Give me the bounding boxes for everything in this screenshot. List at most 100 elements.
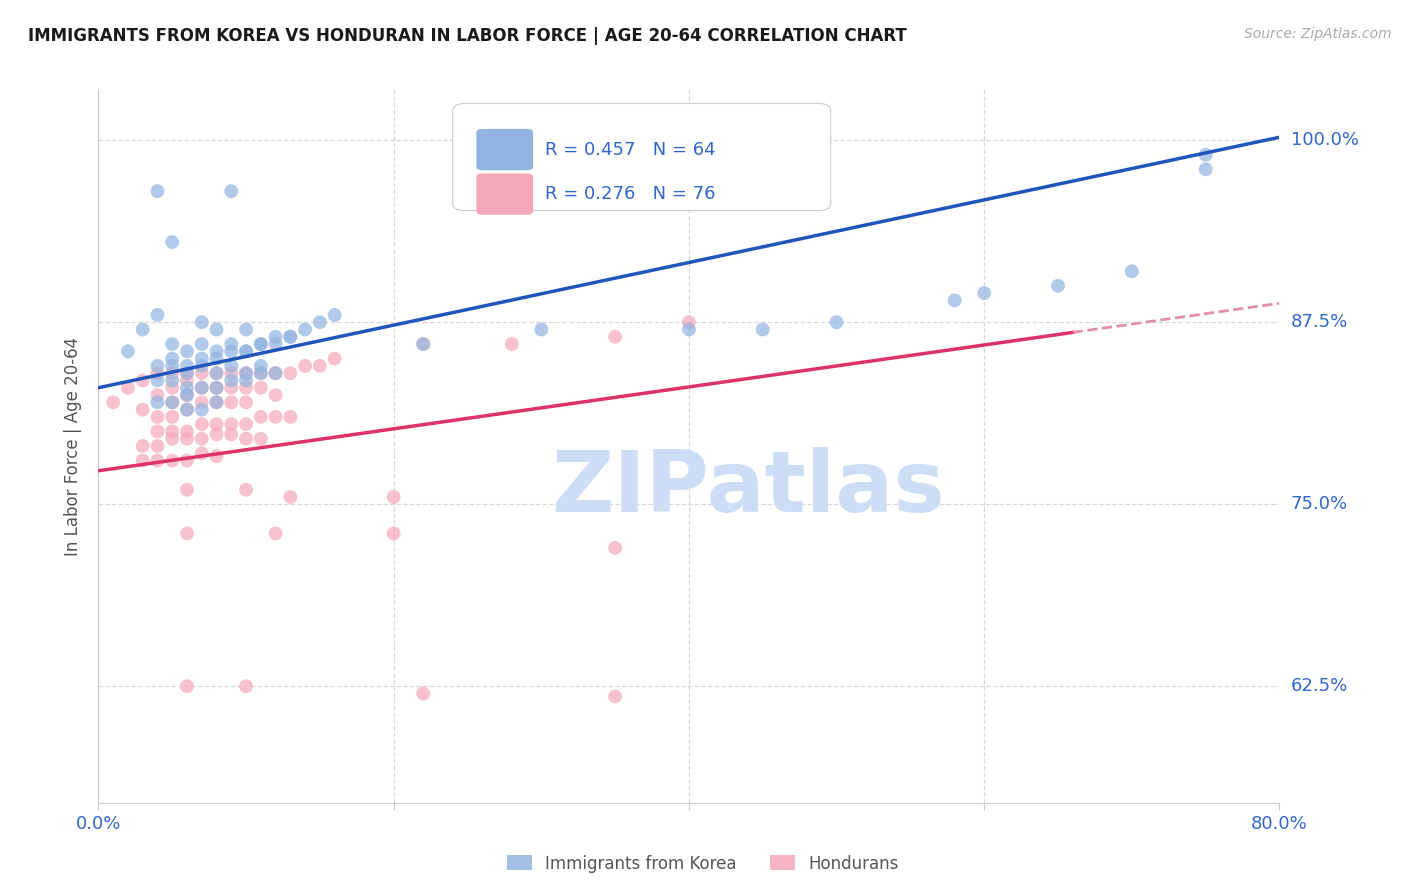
Point <box>235 679 257 693</box>
Point <box>146 308 169 322</box>
Point <box>219 359 242 373</box>
Point <box>176 388 198 402</box>
FancyBboxPatch shape <box>477 173 533 215</box>
Point <box>103 395 125 409</box>
FancyBboxPatch shape <box>477 128 533 170</box>
Point <box>176 381 198 395</box>
Point <box>1121 264 1143 278</box>
Point <box>162 453 183 467</box>
Point <box>219 184 242 198</box>
Point <box>294 322 316 336</box>
Point <box>146 425 169 439</box>
Point <box>219 381 242 395</box>
Point <box>191 351 214 366</box>
Point <box>235 374 257 388</box>
Point <box>176 366 198 380</box>
Point <box>219 337 242 351</box>
Point <box>191 359 214 373</box>
Point <box>219 395 242 409</box>
FancyBboxPatch shape <box>453 103 831 211</box>
Point <box>176 425 198 439</box>
Point <box>751 322 773 336</box>
Point <box>146 439 169 453</box>
Point <box>162 235 183 249</box>
Point <box>323 351 346 366</box>
Point <box>278 330 302 344</box>
Point <box>219 366 242 380</box>
Point <box>278 366 302 380</box>
Point <box>219 344 242 359</box>
Point <box>162 409 183 424</box>
Point <box>605 330 627 344</box>
Point <box>250 381 273 395</box>
Text: 87.5%: 87.5% <box>1291 313 1348 331</box>
Point <box>146 374 169 388</box>
Text: Source: ZipAtlas.com: Source: ZipAtlas.com <box>1244 27 1392 41</box>
Point <box>205 351 228 366</box>
Text: 62.5%: 62.5% <box>1291 677 1348 695</box>
Point <box>176 453 198 467</box>
Point <box>146 409 169 424</box>
Point <box>323 308 346 322</box>
Point <box>117 344 139 359</box>
Point <box>146 395 169 409</box>
Point <box>235 381 257 395</box>
Point <box>264 330 287 344</box>
Point <box>235 344 257 359</box>
Point <box>191 381 214 395</box>
Point <box>191 417 214 432</box>
Point <box>235 432 257 446</box>
Point <box>191 315 214 329</box>
Point <box>205 395 228 409</box>
Point <box>191 402 214 417</box>
Point <box>235 366 257 380</box>
Point <box>250 409 273 424</box>
Point <box>219 427 242 442</box>
Point <box>264 337 287 351</box>
Point <box>235 366 257 380</box>
Point <box>250 366 273 380</box>
Y-axis label: In Labor Force | Age 20-64: In Labor Force | Age 20-64 <box>65 336 83 556</box>
Point <box>176 344 198 359</box>
Point <box>530 322 553 336</box>
Point <box>205 366 228 380</box>
Point <box>382 490 405 504</box>
Point <box>132 374 155 388</box>
Point <box>264 409 287 424</box>
Point <box>162 395 183 409</box>
Point <box>1046 278 1069 293</box>
Point <box>235 344 257 359</box>
Point <box>278 490 302 504</box>
Text: R = 0.276   N = 76: R = 0.276 N = 76 <box>546 186 716 203</box>
Point <box>205 322 228 336</box>
Point <box>117 381 139 395</box>
Point <box>309 359 332 373</box>
Text: 100.0%: 100.0% <box>1291 131 1358 149</box>
Point <box>412 337 434 351</box>
Point <box>176 679 198 693</box>
Point <box>412 687 434 701</box>
Point <box>678 322 700 336</box>
Point <box>132 402 155 417</box>
Point <box>176 374 198 388</box>
Point <box>146 184 169 198</box>
Text: R = 0.457   N = 64: R = 0.457 N = 64 <box>546 141 716 159</box>
Point <box>162 425 183 439</box>
Text: 75.0%: 75.0% <box>1291 495 1348 513</box>
Point <box>205 381 228 395</box>
Point <box>132 439 155 453</box>
Point <box>264 388 287 402</box>
Point <box>1195 162 1218 177</box>
Point <box>219 417 242 432</box>
Point <box>382 526 405 541</box>
Point <box>250 366 273 380</box>
Point <box>176 432 198 446</box>
Point <box>264 366 287 380</box>
Point <box>162 395 183 409</box>
Point <box>162 337 183 351</box>
Point <box>191 446 214 460</box>
Point <box>278 409 302 424</box>
Point <box>205 427 228 442</box>
Point <box>191 337 214 351</box>
Point <box>132 322 155 336</box>
